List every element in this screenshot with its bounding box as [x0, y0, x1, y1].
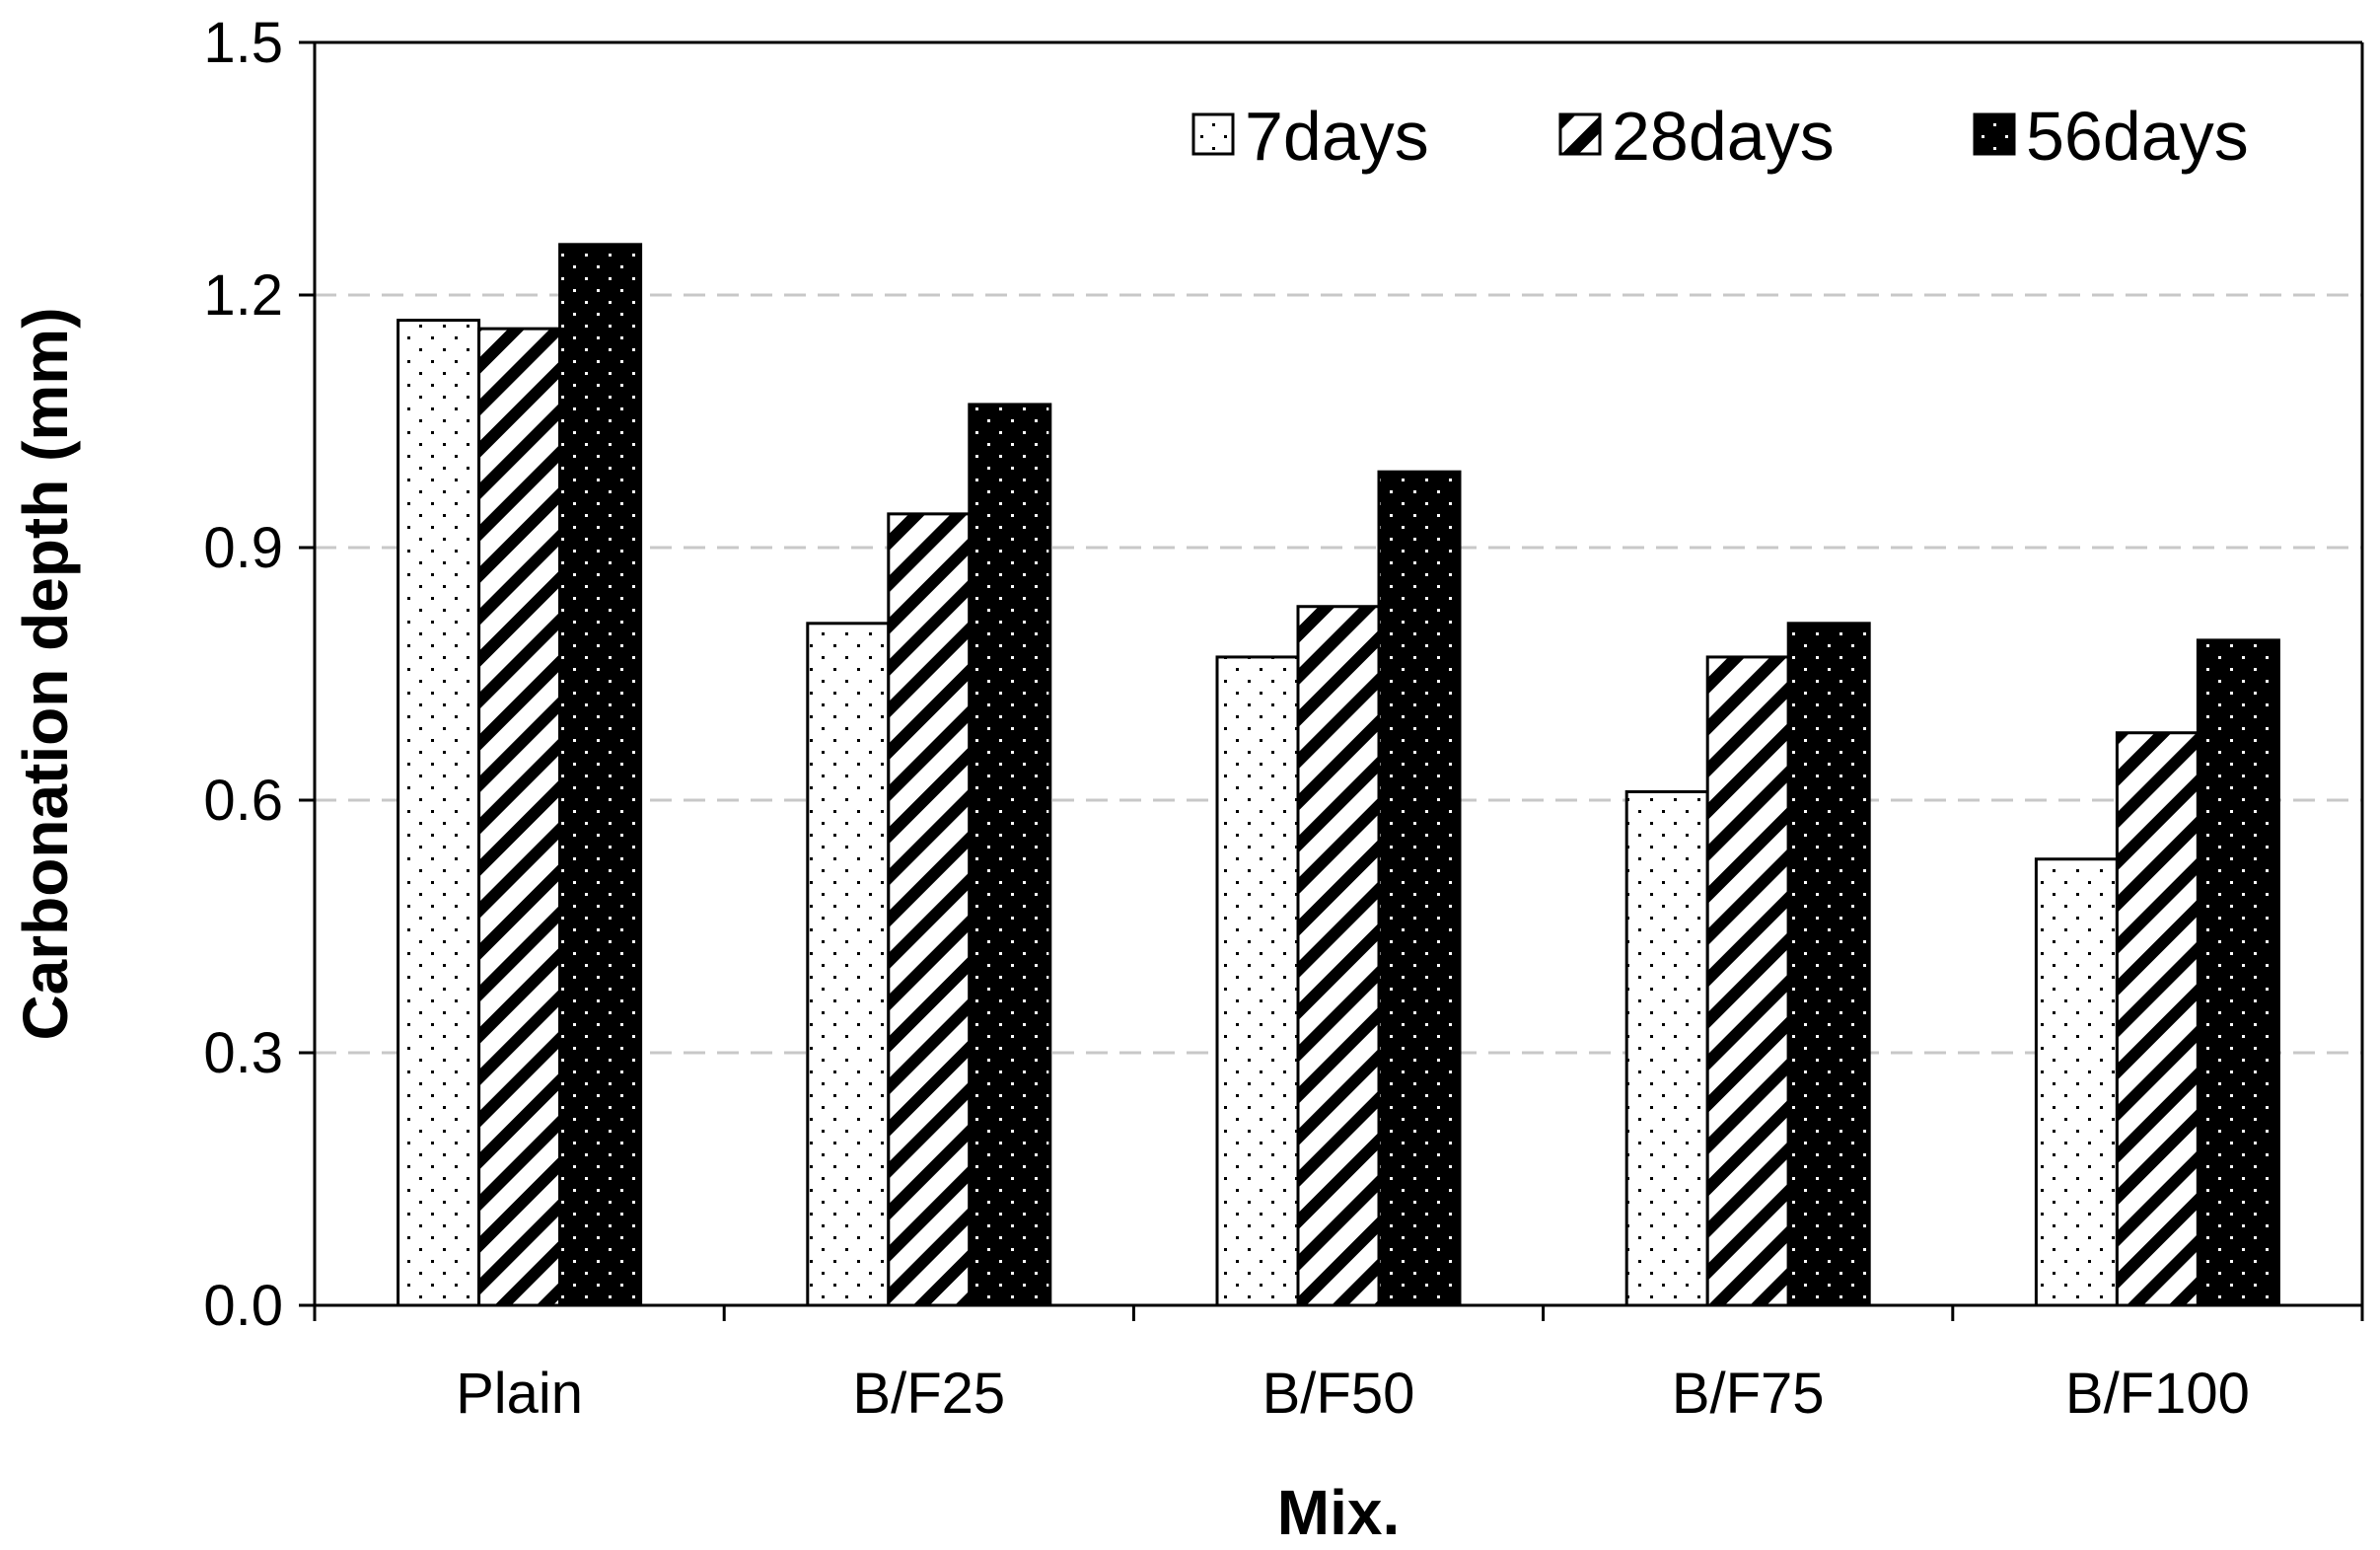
y-tick-label: 0.0	[203, 1274, 283, 1338]
bars	[397, 243, 2280, 1307]
y-axis-ticks: 0.0 0.3 0.6 0.9 1.2 1.5	[203, 11, 315, 1338]
legend-label-7days: 7days	[1245, 98, 1429, 175]
x-tick-label: B/F75	[1672, 1362, 1825, 1426]
x-tick-label: B/F50	[1262, 1362, 1415, 1426]
bar-7days-bf100	[2034, 857, 2119, 1307]
x-tick-label: Plain	[456, 1362, 583, 1426]
bar-56days-bf25	[968, 403, 1052, 1307]
x-tick-label: B/F100	[2065, 1362, 2250, 1426]
y-tick-label: 0.6	[203, 769, 283, 833]
bar-28days-bf25	[887, 512, 972, 1307]
bar-28days-bf100	[2115, 731, 2200, 1307]
bar-7days-bf25	[806, 622, 891, 1307]
bar-28days-bf75	[1705, 655, 1790, 1307]
x-axis-ticks: Plain B/F25 B/F50 B/F75 B/F100	[313, 1305, 2364, 1426]
legend: 7days 28days 56days	[1191, 98, 2249, 175]
legend-swatch-7days	[1191, 112, 1235, 156]
bar-56days-plain	[558, 243, 643, 1307]
bar-7days-bf50	[1215, 655, 1300, 1307]
axes	[313, 40, 2364, 1307]
x-axis-title: Mix.	[1277, 1477, 1400, 1548]
legend-swatch-28days	[1558, 112, 1602, 156]
y-tick-label: 1.5	[203, 11, 283, 75]
bar-28days-bf50	[1296, 605, 1381, 1307]
bar-7days-plain	[397, 319, 481, 1307]
y-tick-label: 1.2	[203, 263, 283, 328]
legend-label-28days: 28days	[1612, 98, 1835, 175]
y-tick-label: 0.3	[203, 1021, 283, 1085]
bar-28days-plain	[477, 327, 562, 1307]
legend-swatch-56days	[1973, 112, 2016, 156]
x-tick-label: B/F25	[852, 1362, 1005, 1426]
bar-56days-bf50	[1377, 470, 1462, 1307]
bar-7days-bf75	[1624, 789, 1709, 1307]
bar-56days-bf75	[1786, 622, 1871, 1307]
y-axis-title: Carbonation depth (mm)	[10, 307, 81, 1040]
y-tick-label: 0.9	[203, 516, 283, 580]
bar-56days-bf100	[2196, 638, 2280, 1307]
legend-label-56days: 56days	[2026, 98, 2249, 175]
